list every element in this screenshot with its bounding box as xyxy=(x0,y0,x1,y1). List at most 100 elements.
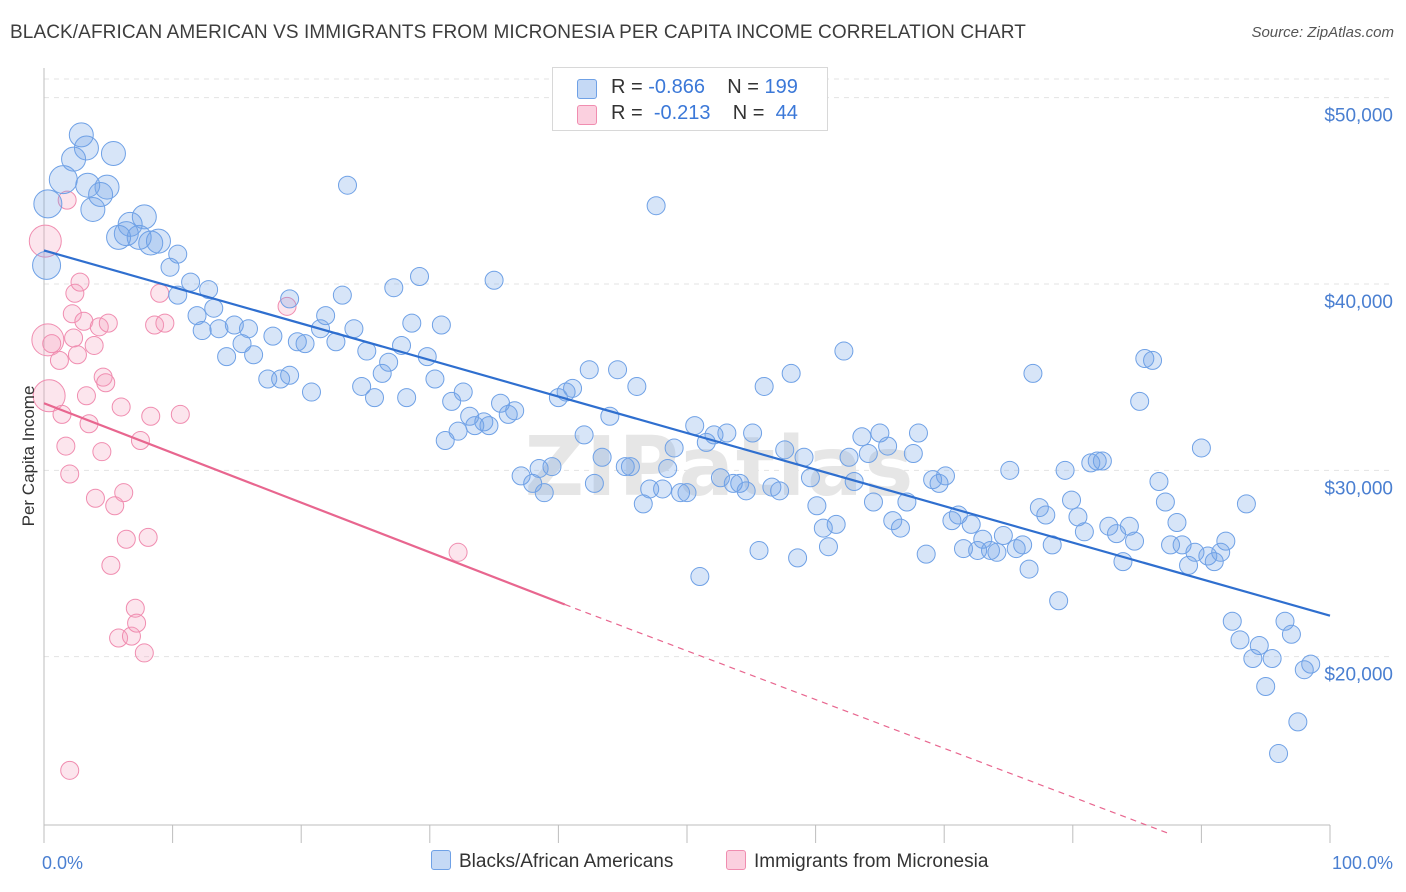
black-point xyxy=(1143,350,1163,370)
black-point xyxy=(717,423,737,443)
black-point xyxy=(987,542,1007,562)
black-point xyxy=(1269,744,1289,764)
micronesia-point xyxy=(32,379,66,413)
black-point xyxy=(710,468,730,488)
y-axis-label: Per Capita Income xyxy=(19,386,38,527)
micronesia-point xyxy=(101,555,121,575)
legend-n-label: N = xyxy=(727,76,759,98)
black-point xyxy=(209,319,229,339)
black-point xyxy=(834,341,854,361)
black-point xyxy=(592,447,612,467)
black-point xyxy=(138,230,164,256)
black-point xyxy=(80,196,106,222)
micronesia-point xyxy=(42,334,62,354)
micronesia-point xyxy=(116,529,136,549)
black-point xyxy=(677,483,697,503)
black-point xyxy=(923,470,943,490)
black-point xyxy=(1191,438,1211,458)
black-point xyxy=(980,540,1000,560)
micronesia-point xyxy=(125,598,145,618)
y-tick-labels: $20,000 $30,000 $40,000 $50,000 xyxy=(1324,106,1393,686)
micronesia-point xyxy=(60,464,80,484)
black-point xyxy=(1155,492,1175,512)
legend-n-label: N = xyxy=(732,102,765,124)
black-point xyxy=(217,347,237,367)
black-point xyxy=(1256,676,1276,696)
black-point xyxy=(511,466,531,486)
black-point xyxy=(788,548,808,568)
black-point xyxy=(574,425,594,445)
black-point xyxy=(1204,552,1224,572)
micronesia-point xyxy=(31,323,65,357)
black-point xyxy=(117,211,143,237)
black-point xyxy=(584,473,604,493)
black-point xyxy=(1099,516,1119,536)
black-point xyxy=(204,298,224,318)
micronesia-point xyxy=(127,613,147,633)
legend-item-black: Blacks/African Americans xyxy=(431,850,673,873)
black-point xyxy=(100,141,126,167)
legend-row-black: R = -0.866 N = 199 xyxy=(577,76,798,102)
chart-title: BLACK/AFRICAN AMERICAN VS IMMIGRANTS FRO… xyxy=(10,22,1026,43)
black-point xyxy=(1288,712,1308,732)
black-point xyxy=(61,146,87,172)
black-point xyxy=(1211,542,1231,562)
micronesia-point xyxy=(92,442,112,462)
black-point xyxy=(484,270,504,290)
black-trend-line xyxy=(43,249,1331,617)
source-label: Source: ZipAtlas.com xyxy=(1251,24,1394,41)
black-point xyxy=(1236,494,1256,514)
black-point xyxy=(32,250,62,280)
black-point xyxy=(126,224,152,250)
black-point xyxy=(431,315,451,335)
micronesia-point xyxy=(98,313,118,333)
legend-r-value: -0.866 xyxy=(648,76,705,98)
micronesia-trend-line xyxy=(43,402,566,606)
black-point xyxy=(620,457,640,477)
black-point xyxy=(615,457,635,477)
micronesia-point xyxy=(76,386,96,406)
legend-r-label: R = xyxy=(611,102,643,124)
black-point xyxy=(1092,451,1112,471)
black-point xyxy=(1055,460,1075,480)
black-point xyxy=(658,458,678,478)
legend-label-micronesia: Immigrants from Micronesia xyxy=(754,851,989,872)
black-point xyxy=(1087,451,1107,471)
black-point xyxy=(479,416,499,436)
black-point xyxy=(646,196,666,216)
black-point xyxy=(145,228,171,254)
micronesia-point xyxy=(64,328,84,348)
black-point xyxy=(579,360,599,380)
black-point xyxy=(1161,535,1181,555)
black-point xyxy=(863,492,883,512)
micronesia-point xyxy=(170,404,190,424)
black-point xyxy=(1301,654,1321,674)
legend-swatch-blue xyxy=(577,79,597,99)
black-point xyxy=(68,122,94,148)
micronesia-point xyxy=(138,527,158,547)
black-point xyxy=(1023,363,1043,383)
black-point xyxy=(453,382,473,402)
micronesia-point xyxy=(60,760,80,780)
legend-r-value: -0.213 xyxy=(653,102,711,124)
black-point xyxy=(929,473,949,493)
black-point xyxy=(1216,531,1236,551)
trend-lines xyxy=(43,249,1331,835)
black-point xyxy=(935,466,955,486)
black-point xyxy=(973,529,993,549)
black-point xyxy=(1281,624,1301,644)
micronesia-point xyxy=(62,304,82,324)
x-tick-label-max: 100.0% xyxy=(1332,853,1393,873)
x-tick-label-min: 0.0% xyxy=(42,853,83,873)
black-points xyxy=(32,122,1321,764)
black-point xyxy=(352,376,372,396)
black-point xyxy=(1262,649,1282,669)
black-point xyxy=(730,473,750,493)
micronesia-point xyxy=(141,406,161,426)
black-point xyxy=(1029,498,1049,518)
black-point xyxy=(1135,349,1155,369)
black-point xyxy=(800,468,820,488)
black-point xyxy=(181,272,201,292)
legend-r-label: R = xyxy=(611,76,643,98)
black-point xyxy=(736,481,756,501)
